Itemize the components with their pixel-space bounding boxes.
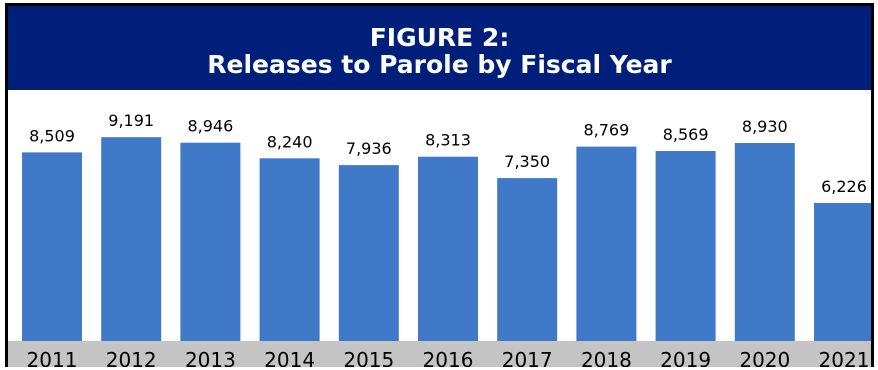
x-tick-label-2019: 2019	[660, 348, 711, 367]
chart-subtitle: Releases to Parole by Fiscal Year	[207, 50, 672, 79]
category-axis-band	[8, 341, 871, 367]
bar-2018	[576, 146, 637, 341]
x-tick-label-2016: 2016	[423, 348, 474, 367]
bar-chart-plot: 8,509 2011 9,191 2012 8,946 2013 8,240 2014 7,93…	[8, 111, 871, 367]
x-tick-label-2020: 2020	[739, 348, 790, 367]
x-tick-label-2015: 2015	[343, 348, 394, 367]
x-tick-label-2011: 2011	[27, 348, 78, 367]
chart-title: FIGURE 2:	[369, 23, 510, 52]
bar-2021	[814, 203, 871, 341]
x-tick-label-2012: 2012	[106, 348, 157, 367]
bar-2019	[655, 151, 716, 341]
data-label-2015: 7,936	[346, 139, 392, 158]
data-label-2019: 8,569	[663, 125, 709, 144]
x-tick-label-2018: 2018	[581, 348, 632, 367]
bar-2015	[338, 165, 399, 341]
data-label-2021: 6,226	[821, 177, 867, 196]
data-label-2011: 8,509	[29, 126, 75, 145]
bar-2020	[734, 143, 795, 341]
bar-2013	[180, 142, 241, 341]
bar-2016	[418, 156, 478, 341]
bar-2014	[259, 158, 320, 341]
x-tick-label-2014: 2014	[264, 348, 315, 367]
bar-2012	[101, 137, 162, 341]
data-label-2014: 8,240	[267, 132, 313, 151]
x-tick-label-2021: 2021	[819, 348, 870, 367]
data-label-2018: 8,769	[583, 121, 629, 140]
chart-header: FIGURE 2: Releases to Parole by Fiscal Y…	[8, 6, 871, 90]
data-label-2017: 7,350	[504, 152, 550, 171]
data-label-2016: 8,313	[425, 131, 471, 150]
x-tick-label-2013: 2013	[185, 348, 236, 367]
data-label-2012: 9,191	[108, 111, 154, 130]
bar-2011	[22, 152, 82, 341]
data-label-2013: 8,946	[187, 117, 233, 136]
data-label-2020: 8,930	[742, 117, 788, 136]
chart-frame: FIGURE 2: Releases to Parole by Fiscal Y…	[5, 3, 874, 367]
x-tick-label-2017: 2017	[502, 348, 553, 367]
bar-2017	[497, 178, 558, 341]
